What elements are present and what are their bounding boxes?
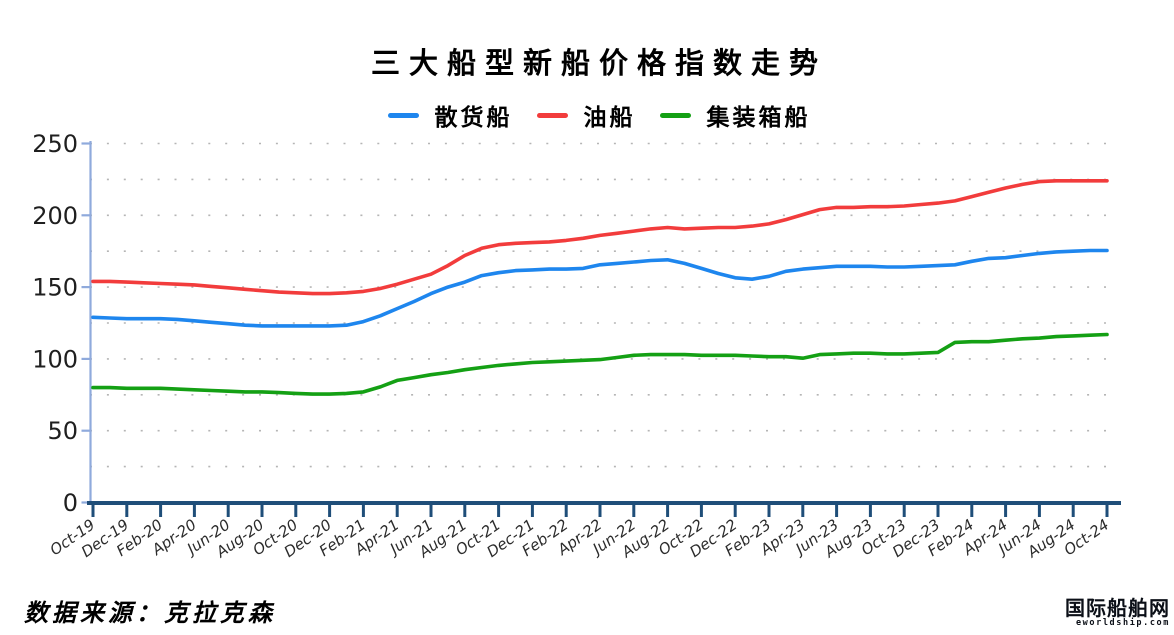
data-source-note: 数据来源：克拉克森 [24,598,276,627]
site-watermark-cn: 国际船舶网 [1065,596,1170,620]
y-axis-label: 150 [32,274,78,302]
legend-label-bulk-carrier: 散货船 [434,104,513,131]
y-axis-label: 0 [63,489,78,517]
y-axis-label: 50 [47,417,78,445]
chart-legend: 散货船 油船 集装箱船 [12,98,1174,132]
y-axis-label: 250 [32,130,78,158]
series-line-集装箱船 [91,332,1109,396]
site-watermark: 国际船舶网 eworldship.com [1065,598,1170,628]
chart-title: 三大船型新船价格指数走势 [370,46,827,80]
bulk-carrier-line-swatch [387,112,419,118]
tanker-line-swatch [536,112,568,118]
y-axis-label: 200 [32,202,78,230]
series-line-散货船 [91,248,1109,328]
legend-item-bulk-carrier: 散货船 [387,98,513,132]
series-line-油船 [91,179,1109,296]
legend-label-tanker: 油船 [583,104,636,131]
y-axis-label: 100 [32,345,78,373]
legend-item-tanker: 油船 [536,98,636,132]
container-ship-line-swatch [659,112,691,118]
site-watermark-domain: eworldship.com [1075,618,1170,628]
legend-label-container-ship: 集装箱船 [706,104,811,131]
legend-item-container-ship: 集装箱船 [659,98,811,132]
chart-header: 三大船型新船价格指数走势 散货船 油船 集装箱船 [12,0,1174,132]
